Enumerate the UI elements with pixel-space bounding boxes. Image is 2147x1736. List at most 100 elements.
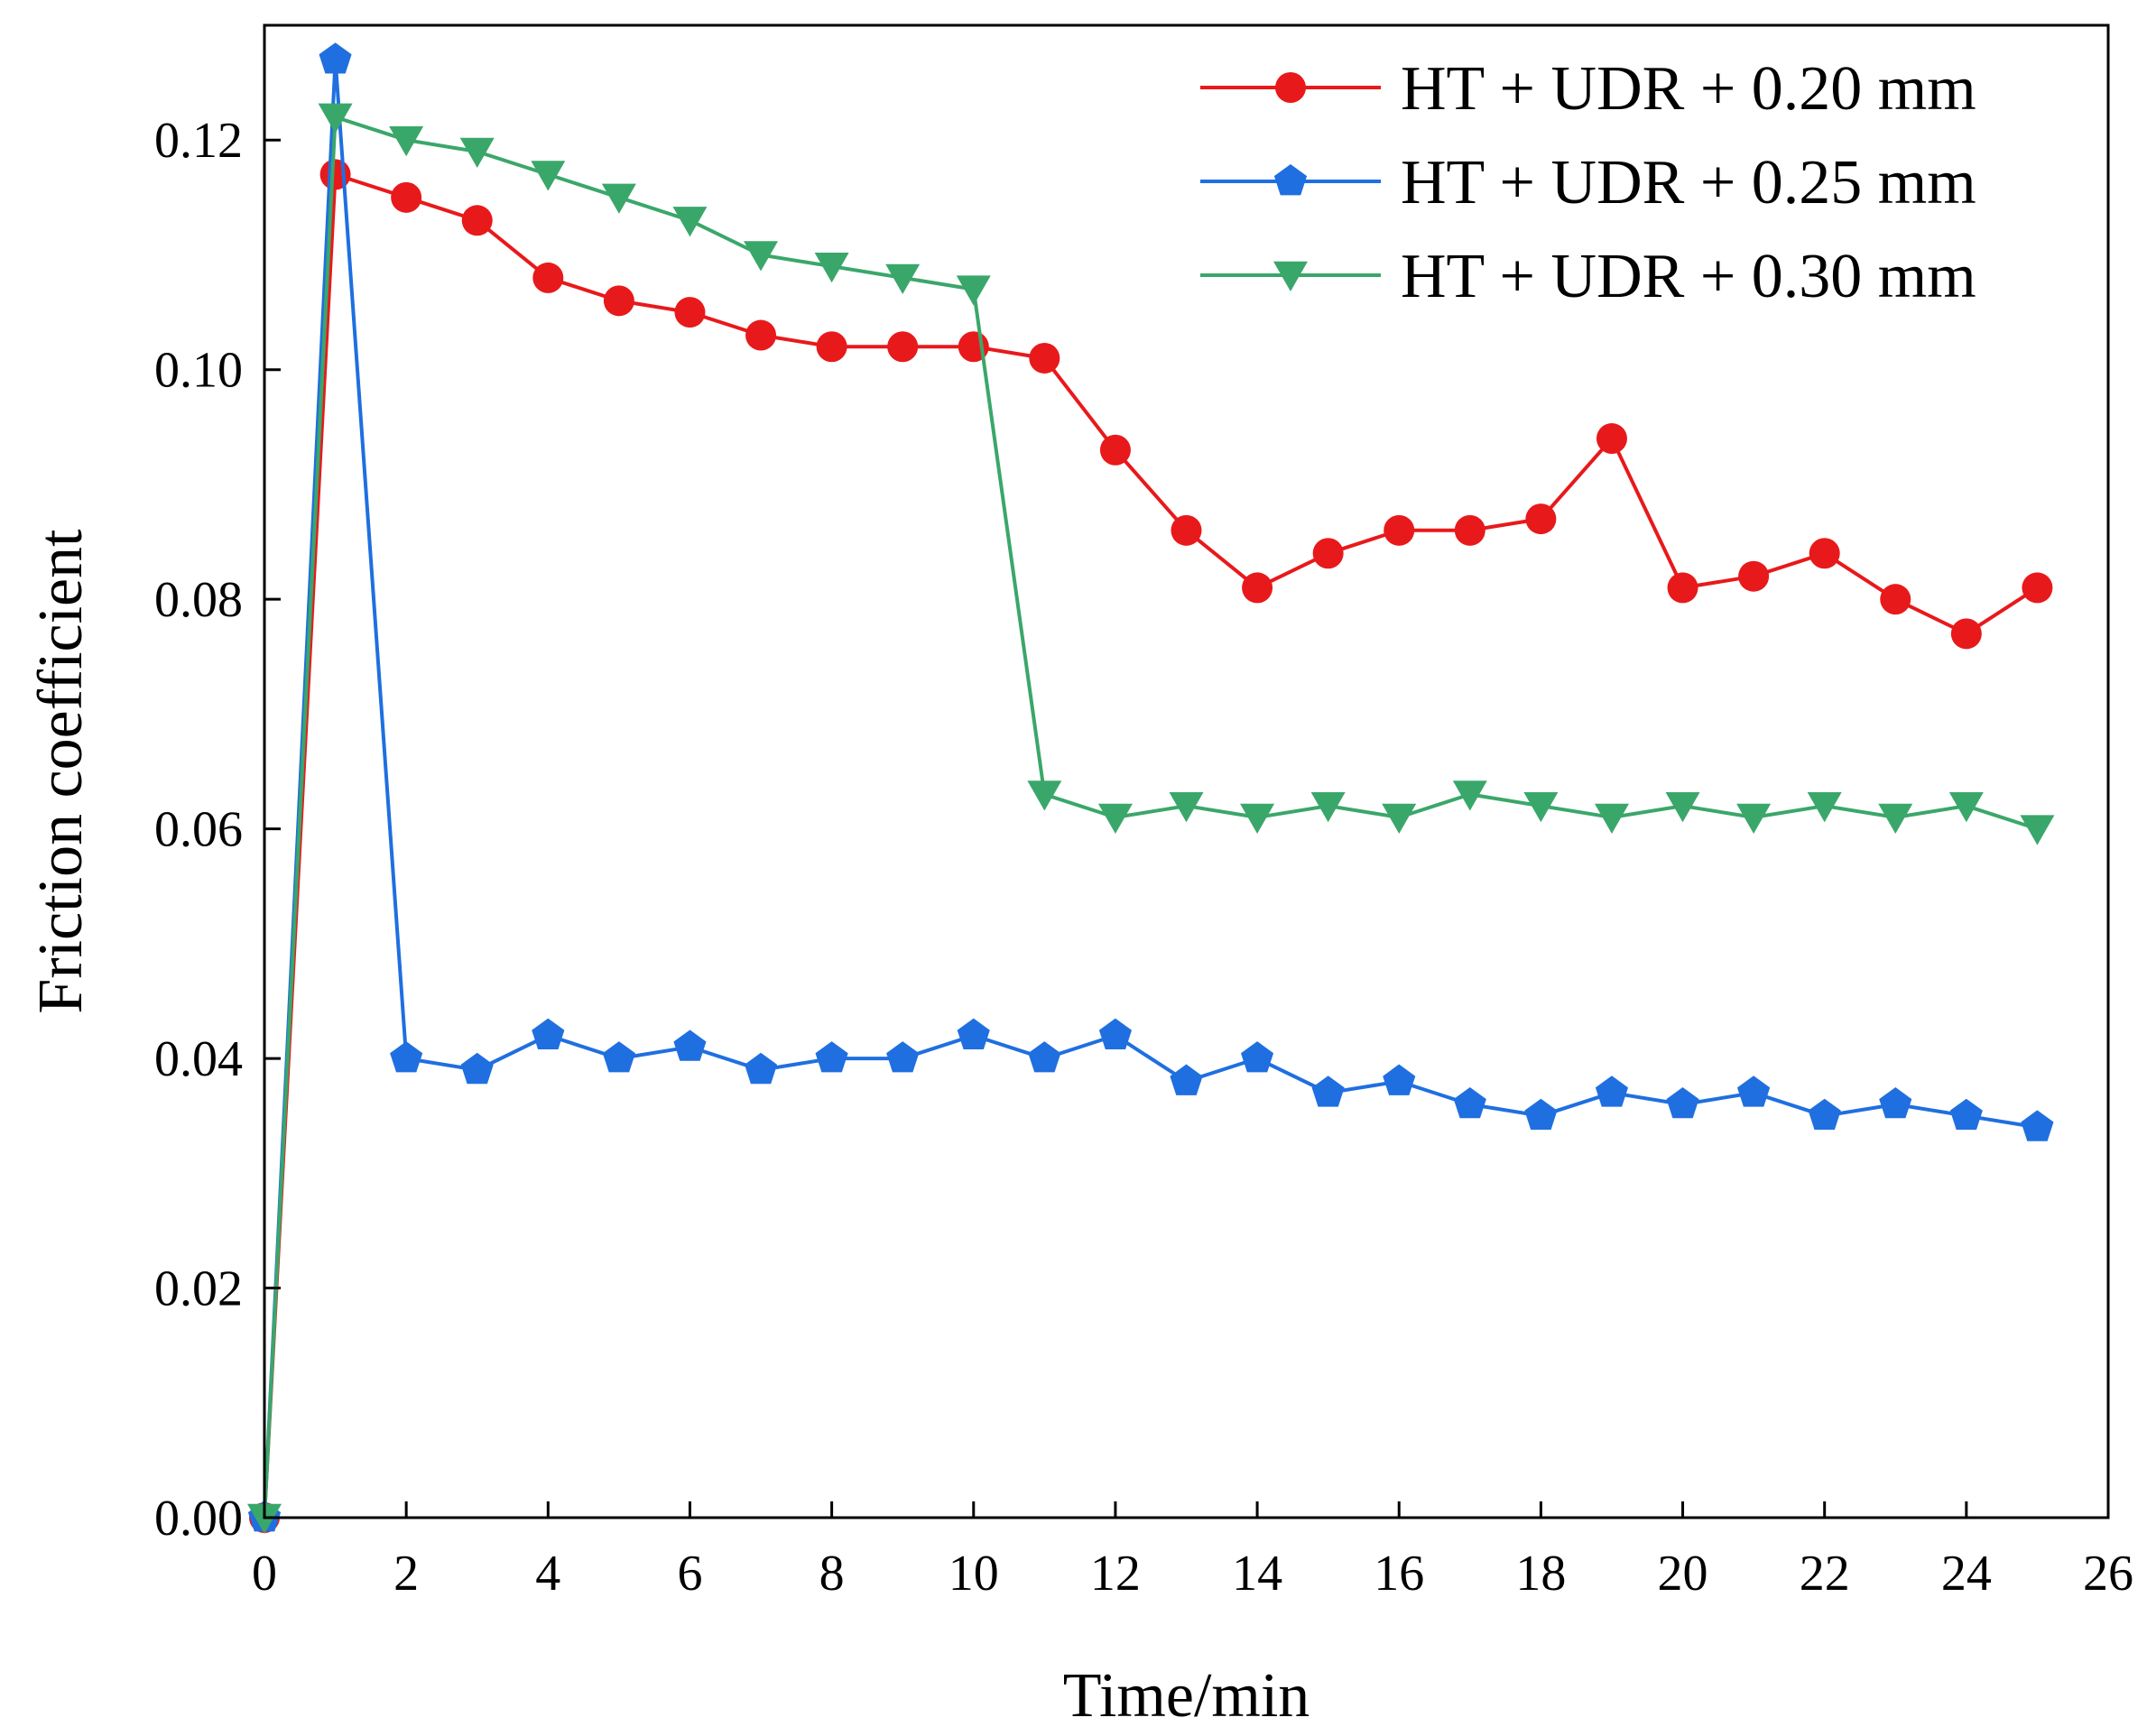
- data-point-s2-6: [673, 1030, 707, 1061]
- data-point-s3-5: [601, 183, 636, 214]
- series-2: [247, 42, 2054, 1532]
- data-point-s1-8: [816, 331, 847, 363]
- legend-entry-2: HT + UDR + 0.25 mm: [1200, 148, 1976, 217]
- data-point-s3-14: [1240, 803, 1275, 834]
- x-tick-label-0: 0: [252, 1546, 277, 1602]
- data-point-s1-4: [532, 262, 564, 293]
- data-point-s3-16: [1382, 803, 1417, 834]
- y-tick-label-1: 0.02: [154, 1261, 243, 1317]
- data-point-s1-20: [1667, 572, 1698, 604]
- data-point-s3-17: [1452, 780, 1487, 811]
- data-point-s2-7: [745, 1052, 778, 1085]
- data-point-s1-13: [1171, 514, 1202, 546]
- data-point-s2-22: [1808, 1098, 1841, 1131]
- legend-label-2: HT + UDR + 0.25 mm: [1401, 148, 1976, 217]
- data-point-s3-13: [1169, 791, 1204, 823]
- y-tick-label-0: 0.00: [154, 1491, 243, 1547]
- x-tick-label-10: 20: [1658, 1546, 1708, 1602]
- data-point-s3-12: [1097, 803, 1133, 834]
- x-tick-label-9: 18: [1515, 1546, 1566, 1602]
- data-point-s1-11: [1029, 342, 1060, 374]
- data-point-s3-22: [1807, 791, 1842, 823]
- series-3: [247, 103, 2055, 1535]
- data-point-s2-9: [886, 1041, 920, 1073]
- data-point-s3-23: [1878, 803, 1913, 834]
- data-point-s2-21: [1737, 1076, 1771, 1107]
- data-point-s2-25: [2021, 1110, 2054, 1141]
- data-point-s3-11: [1027, 780, 1062, 811]
- data-point-s1-23: [1880, 584, 1911, 615]
- y-tick-label-2: 0.04: [154, 1031, 243, 1087]
- data-point-s2-4: [532, 1018, 565, 1049]
- axes: 0 2 4 6 8 10 12 14 16 18 20 22 24 260.000.020.040.060…: [154, 23, 2133, 1602]
- data-point-s3-3: [459, 137, 495, 169]
- data-point-s1-17: [1454, 514, 1485, 546]
- data-point-s1-2: [391, 181, 422, 213]
- x-tick-label-13: 26: [2083, 1546, 2133, 1602]
- data-point-s1-18: [1525, 503, 1557, 535]
- data-point-s2-19: [1595, 1076, 1628, 1107]
- legend-entry-1: HT + UDR + 0.20 mm: [1200, 54, 1976, 124]
- legend-marker-3: [1273, 261, 1308, 292]
- data-point-s2-5: [602, 1041, 635, 1073]
- data-point-s3-15: [1310, 791, 1346, 823]
- x-tick-label-8: 16: [1374, 1546, 1424, 1602]
- data-point-s1-22: [1809, 538, 1840, 569]
- data-point-s1-16: [1384, 514, 1415, 546]
- data-point-s2-11: [1028, 1041, 1061, 1073]
- legend-marker-2: [1273, 164, 1308, 196]
- data-point-s1-15: [1312, 538, 1344, 569]
- legend-label-3: HT + UDR + 0.30 mm: [1401, 242, 1976, 311]
- data-point-s2-24: [1949, 1098, 1983, 1131]
- data-point-s2-18: [1524, 1098, 1558, 1131]
- data-point-s2-12: [1098, 1018, 1132, 1049]
- x-tick-label-11: 22: [1800, 1546, 1850, 1602]
- plot-area: [247, 42, 2055, 1535]
- data-point-s1-3: [461, 205, 493, 236]
- y-tick-label-6: 0.12: [154, 113, 243, 169]
- data-point-s3-18: [1523, 791, 1559, 823]
- y-tick-label-3: 0.06: [154, 802, 243, 858]
- data-point-s1-24: [1950, 618, 1982, 650]
- data-point-s2-1: [319, 42, 352, 74]
- data-point-s2-23: [1879, 1087, 1912, 1119]
- data-point-s3-4: [531, 161, 566, 191]
- y-tick-label-5: 0.10: [154, 343, 243, 399]
- data-point-s2-13: [1170, 1064, 1203, 1095]
- data-point-s2-10: [957, 1018, 990, 1049]
- data-point-s2-8: [815, 1041, 848, 1073]
- data-point-s3-19: [1594, 803, 1629, 834]
- data-point-s1-7: [745, 319, 777, 351]
- legend-entry-3: HT + UDR + 0.30 mm: [1200, 242, 1976, 311]
- data-point-s1-9: [887, 331, 919, 363]
- data-point-s2-14: [1241, 1041, 1274, 1073]
- y-tick-label-4: 0.08: [154, 572, 243, 628]
- data-point-s2-2: [390, 1041, 423, 1073]
- series-1: [249, 159, 2053, 1533]
- data-point-s2-15: [1311, 1076, 1345, 1107]
- data-point-s1-12: [1099, 434, 1131, 466]
- data-point-s3-20: [1665, 791, 1700, 823]
- data-point-s3-1: [318, 103, 353, 134]
- legend: HT + UDR + 0.20 mm HT + UDR + 0.25 mm HT +…: [1200, 54, 1976, 311]
- data-point-s1-14: [1242, 572, 1273, 604]
- data-point-s3-8: [814, 252, 849, 283]
- x-tick-label-4: 8: [819, 1546, 845, 1602]
- data-point-s1-5: [603, 285, 634, 317]
- x-tick-label-6: 12: [1090, 1546, 1141, 1602]
- x-tick-label-1: 2: [393, 1546, 419, 1602]
- data-point-s1-19: [1596, 423, 1627, 455]
- data-point-s1-6: [674, 297, 706, 328]
- data-point-s2-16: [1383, 1064, 1416, 1095]
- data-point-s2-20: [1666, 1087, 1699, 1119]
- data-point-s3-24: [1948, 791, 1984, 823]
- data-point-s3-2: [389, 126, 424, 157]
- x-tick-label-5: 10: [949, 1546, 999, 1602]
- x-tick-label-3: 6: [677, 1546, 702, 1602]
- data-point-s1-25: [2022, 572, 2053, 604]
- data-point-s3-9: [885, 263, 921, 294]
- series-line-3: [263, 115, 2039, 1519]
- legend-marker-1: [1275, 72, 1306, 103]
- data-point-s3-25: [2020, 815, 2055, 845]
